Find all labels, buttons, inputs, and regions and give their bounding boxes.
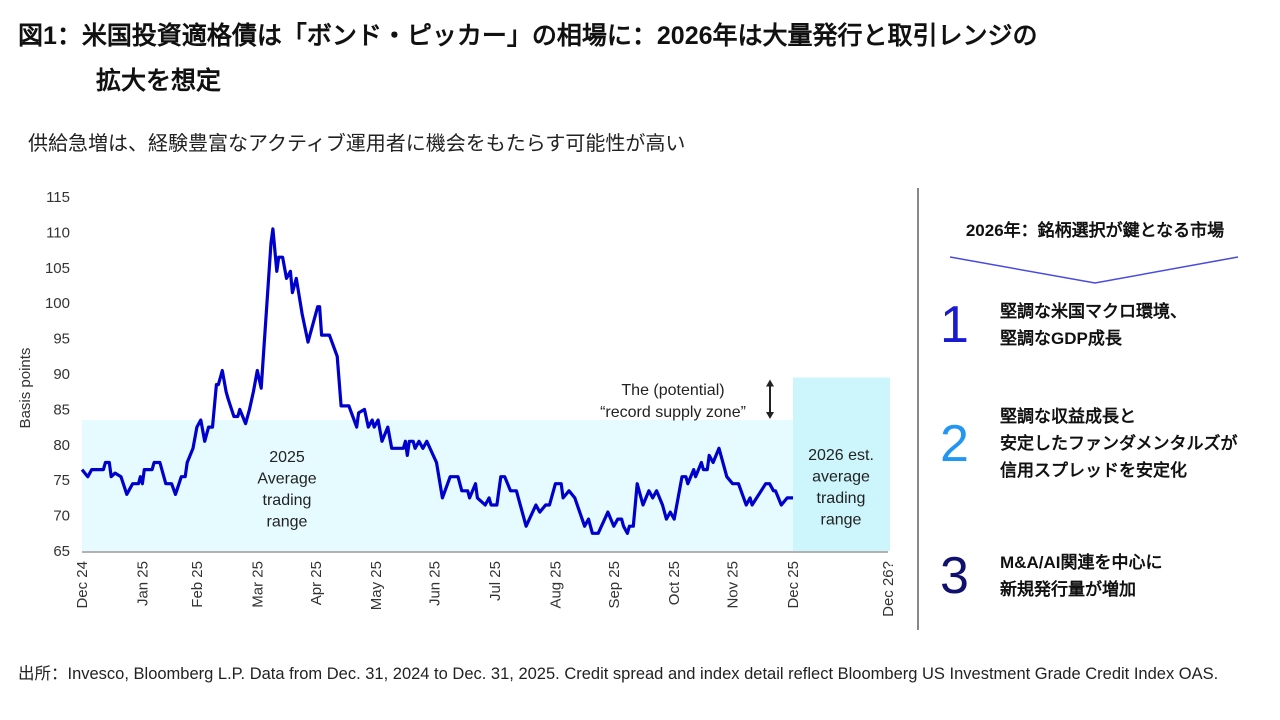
y-tick-label: 70 [53,508,70,525]
band-label: 2025 [269,449,305,466]
y-tick-label: 115 [46,189,70,206]
arrow-head-up [766,379,774,387]
page-title: 図1：米国投資適格債は「ボンド・ピッカー」の相場に：2026年は大量発行と取引レ… [18,14,1038,104]
spread-chart: 2025 Average trading range 2026 est. average t… [17,189,897,617]
x-tick-label: Aug 25 [547,561,564,609]
y-tick-label: 75 [53,472,70,489]
x-tick-label: Jul 25 [487,561,504,601]
x-tick-label: Dec 24 [74,561,91,609]
band-label: trading [817,490,866,507]
x-tick-label: Jan 25 [134,561,151,606]
y-tick-label: 65 [53,543,70,560]
band-label: Average [257,471,316,488]
y-tick-label: 90 [53,366,70,383]
panel-divider [917,188,919,630]
annotation-text: The (potential) [621,382,724,399]
x-tick-label: Jun 25 [427,561,444,606]
x-tick-label: Dec 25 [785,561,802,609]
x-tick-label: Mar 25 [249,561,266,608]
right-panel-title: 2026年：銘柄選択が鍵となる市場 [965,221,1225,240]
band-label: trading [263,492,312,509]
point-text: 堅調な収益成長と 安定したファンダメンタルズが 信用スプレッドを安定化 [1000,407,1238,480]
x-tick-label: Oct 25 [666,561,683,605]
point-text: M&A/AI関連を中心に 新規発行量が増加 [1000,553,1163,599]
source-footnote: 出所：Invesco, Bloomberg L.P. Data from Dec… [18,665,1219,683]
band-label: 2026 est. [808,447,874,464]
arrow-head-down [766,412,774,420]
connector-chevron [949,256,1239,284]
point-number: 1 [940,296,969,354]
subtitle: 供給急増は、経験豊富なアクティブ運用者に機会をもたらす可能性が高い [28,133,686,155]
x-tick-label: Apr 25 [308,561,325,605]
point-number: 3 [940,547,969,605]
point-3: 3 M&A/AI関連を中心に 新規発行量が増加 [940,549,1162,603]
y-tick-label: 110 [46,224,70,241]
title-line-1: 図1：米国投資適格債は「ボンド・ピッカー」の相場に：2026年は大量発行と取引レ… [18,22,1038,50]
trading-range-band [793,377,890,551]
y-tick-label: 80 [53,437,70,454]
y-tick-label: 100 [45,295,70,312]
annotation-text: “record supply zone” [600,404,746,421]
x-tick-label: May 25 [368,561,385,610]
x-tick-label: Nov 25 [725,561,742,609]
point-text: 堅調な米国マクロ環境、 堅調なGDP成長 [1000,302,1187,348]
point-1: 1 堅調な米国マクロ環境、 堅調なGDP成長 [940,298,1187,352]
y-axis-label: Basis points [17,348,34,429]
spread-series-line [80,227,793,535]
y-tick-label: 105 [45,260,70,277]
x-tick-label: Dec 26? [880,561,897,617]
point-2: 2 堅調な収益成長と 安定したファンダメンタルズが 信用スプレッドを安定化 [940,403,1238,484]
point-number: 2 [940,414,969,473]
trading-range-band [82,420,793,551]
band-label: range [267,514,308,531]
title-line-2: 拡大を想定 [96,67,222,95]
x-tick-label: Sep 25 [606,561,623,609]
y-tick-label: 85 [53,401,70,418]
band-label: range [821,512,862,529]
y-tick-label: 95 [53,331,70,348]
x-tick-label: Feb 25 [189,561,206,608]
band-label: average [812,469,870,486]
